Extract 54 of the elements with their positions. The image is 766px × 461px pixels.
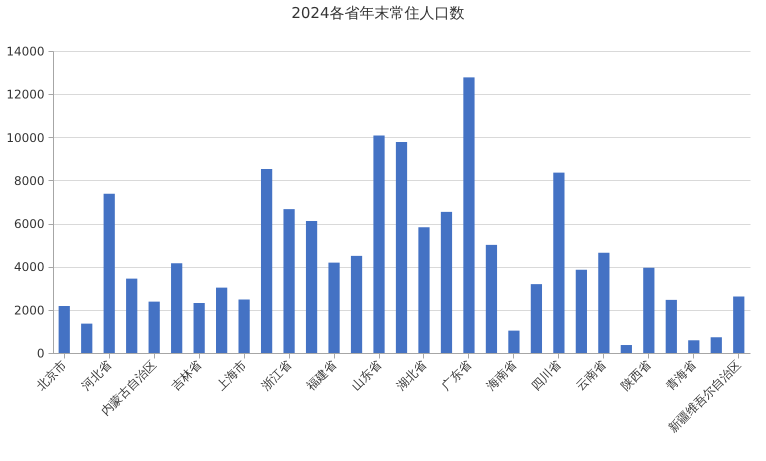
bar xyxy=(373,136,385,353)
y-tick-label: 4000 xyxy=(14,260,44,274)
x-tick-label: 福建省 xyxy=(304,358,339,393)
x-tick-label: 吉林省 xyxy=(168,358,204,393)
x-tick-label: 陕西省 xyxy=(618,358,654,393)
x-tick-label: 河北省 xyxy=(78,358,114,393)
y-tick-label: 2000 xyxy=(14,303,44,318)
x-tick-label: 湖北省 xyxy=(394,358,429,393)
bar xyxy=(396,142,408,353)
bar xyxy=(216,288,228,353)
bar xyxy=(418,227,430,353)
bar xyxy=(350,256,362,353)
bar xyxy=(148,302,160,353)
bar xyxy=(238,300,250,353)
y-tick-label: 10000 xyxy=(6,130,44,145)
bar xyxy=(643,268,654,353)
y-tick-label: 6000 xyxy=(14,217,44,232)
bar xyxy=(553,172,565,353)
bar xyxy=(620,345,632,353)
bar xyxy=(733,296,744,353)
bar xyxy=(576,270,587,353)
bar xyxy=(463,77,475,353)
y-tick-label: 14000 xyxy=(6,44,44,58)
bar xyxy=(104,194,115,353)
y-tick-label: 0 xyxy=(36,346,44,360)
bar xyxy=(171,263,182,353)
bar xyxy=(508,330,520,353)
bar xyxy=(58,306,70,353)
x-tick-label: 浙江省 xyxy=(258,358,294,393)
bar xyxy=(598,252,610,353)
x-tick-label: 云南省 xyxy=(573,358,609,393)
x-tick-label: 青海省 xyxy=(663,358,699,393)
bar xyxy=(486,244,498,353)
bar xyxy=(666,300,677,353)
x-tick-label: 山东省 xyxy=(348,358,384,393)
chart-title: 2024各省年末常住人口数 xyxy=(291,4,465,22)
bar xyxy=(126,278,138,353)
x-tick-label: 广东省 xyxy=(438,358,474,393)
x-tick-label: 四川省 xyxy=(528,358,564,393)
y-tick-label: 12000 xyxy=(6,88,44,102)
bar xyxy=(306,220,318,353)
bar xyxy=(194,302,205,353)
bar xyxy=(260,168,272,353)
bar xyxy=(81,324,92,353)
bar xyxy=(328,262,340,353)
x-tick-label: 北京市 xyxy=(34,358,70,393)
bar xyxy=(283,209,295,353)
bar xyxy=(710,337,722,353)
x-tick-label: 海南省 xyxy=(484,358,519,393)
bar xyxy=(530,284,542,353)
x-tick-label: 上海市 xyxy=(214,358,250,393)
bar xyxy=(440,212,452,353)
y-tick-label: 8000 xyxy=(14,174,44,188)
bar xyxy=(688,340,700,353)
